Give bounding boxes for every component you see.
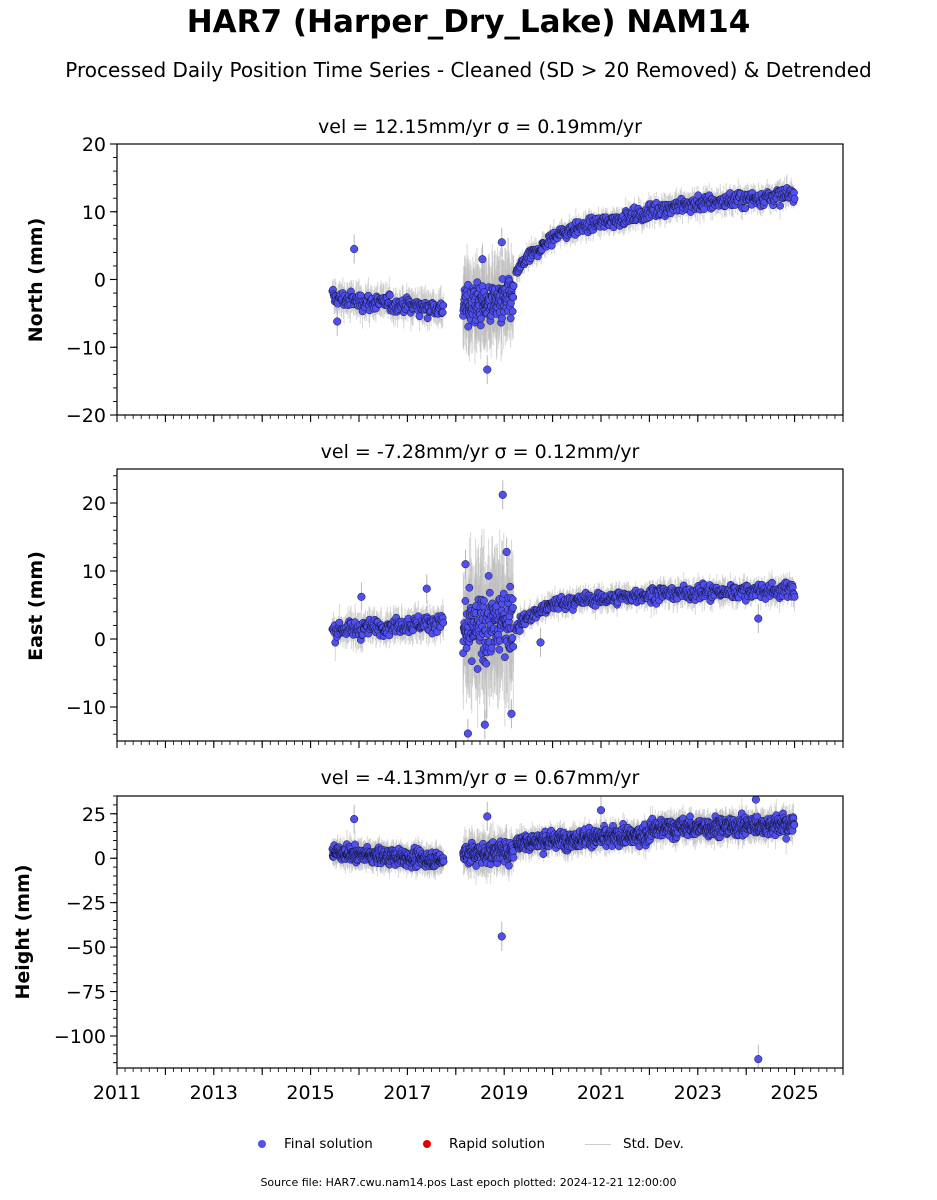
- data-point: [495, 645, 504, 654]
- data-point: [415, 312, 424, 321]
- data-point: [515, 627, 524, 635]
- data-point: [509, 293, 518, 302]
- data-point: [508, 595, 517, 604]
- chart-title: HAR7 (Harper_Dry_Lake) NAM14: [186, 4, 751, 40]
- data-point: [473, 665, 482, 673]
- data-point: [484, 572, 493, 580]
- y-tick-label: 20: [82, 493, 106, 515]
- y-tick-label: 10: [82, 561, 106, 583]
- data-point: [422, 584, 431, 593]
- panel-title-east: vel = -7.28mm/yr σ = 0.12mm/yr: [321, 441, 640, 463]
- data-point: [487, 644, 496, 652]
- y-tick-label: −20: [66, 405, 106, 427]
- y-tick-label: 0: [94, 629, 106, 651]
- data-point: [509, 603, 517, 612]
- data-point: [790, 593, 799, 601]
- panel-north: −20 −10 0 10 20: [66, 134, 844, 427]
- data-point: [463, 729, 472, 738]
- data-point: [477, 314, 485, 323]
- data-point: [461, 597, 470, 605]
- data-point: [509, 642, 518, 651]
- data-point: [480, 720, 489, 729]
- data-point: [350, 244, 359, 254]
- chart-figure: vel = 12.15mm/yr σ = 0.19mm/yr vel = -7.…: [12, 116, 844, 1104]
- data-point: [386, 291, 394, 300]
- data-point: [768, 578, 776, 587]
- data-point: [509, 282, 518, 290]
- data-point: [790, 194, 799, 203]
- data-point: [498, 490, 507, 499]
- panel-title-north: vel = 12.15mm/yr σ = 0.19mm/yr: [318, 116, 642, 138]
- data-point: [461, 560, 470, 569]
- data-point: [483, 365, 492, 374]
- data-point: [506, 314, 515, 323]
- data-point: [439, 301, 448, 310]
- data-point: [439, 618, 448, 627]
- data-point: [480, 596, 488, 605]
- data-north: [328, 174, 799, 385]
- y-tick-label: −10: [66, 337, 106, 359]
- data-point: [485, 588, 494, 597]
- data-point: [507, 709, 516, 718]
- data-point: [776, 201, 784, 210]
- data-point: [464, 322, 473, 331]
- y-tick-label: −10: [66, 697, 106, 719]
- ylabel-height: Height (mm): [12, 864, 34, 999]
- data-point: [508, 307, 517, 316]
- data-height: [328, 796, 799, 1068]
- data-point: [357, 592, 366, 601]
- data-point: [438, 308, 447, 317]
- panel-title-height: vel = -4.13mm/yr σ = 0.67mm/yr: [321, 767, 640, 789]
- data-point: [754, 614, 763, 623]
- data-point: [502, 547, 511, 557]
- y-tick-label: 20: [82, 134, 106, 156]
- data-point: [498, 314, 506, 323]
- data-point: [333, 317, 342, 326]
- data-point: [482, 659, 491, 668]
- data-point: [501, 653, 509, 662]
- data-point: [536, 638, 545, 647]
- data-east: [328, 480, 799, 741]
- y-tick-label: 0: [94, 270, 106, 292]
- panel-east: −10 0 10 20: [66, 468, 844, 748]
- ylabel-east: East (mm): [25, 551, 47, 661]
- data-point: [497, 238, 506, 247]
- data-point: [478, 255, 487, 264]
- data-point: [499, 589, 508, 598]
- data-point: [741, 204, 750, 213]
- chart-subtitle: Processed Daily Position Time Series - C…: [65, 58, 872, 82]
- data-point: [465, 583, 474, 592]
- data-point: [467, 657, 476, 666]
- y-tick-label: 10: [82, 202, 106, 224]
- data-point: [506, 582, 514, 591]
- data-point: [508, 633, 517, 642]
- ylabel-north: North (mm): [25, 218, 47, 343]
- data-point: [476, 321, 485, 330]
